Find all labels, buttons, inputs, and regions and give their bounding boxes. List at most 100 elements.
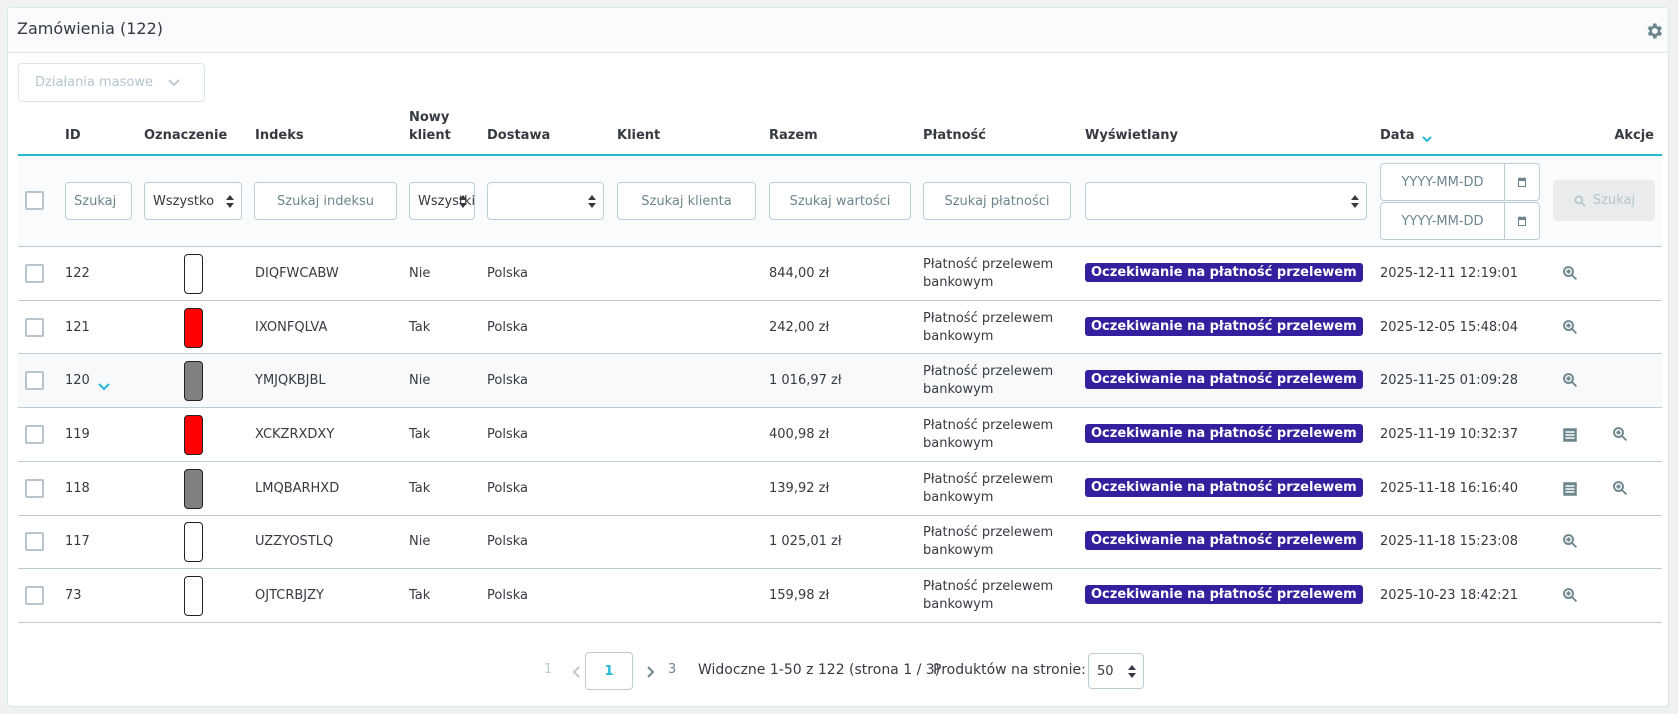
column-header: Dostawa (487, 128, 551, 143)
payment: Płatność przelewem bankowym (923, 256, 1054, 290)
status-badge[interactable]: Oczekiwanie na płatność przelewem (1085, 531, 1363, 551)
new-client: Tak (409, 480, 431, 496)
total: 1 016,97 zł (769, 373, 842, 389)
status-badge[interactable]: Oczekiwanie na płatność przelewem (1085, 370, 1363, 390)
calendar-icon (1518, 216, 1526, 226)
invoice-icon[interactable] (1561, 426, 1579, 444)
marker-swatch (184, 468, 203, 509)
status-badge[interactable]: Oczekiwanie na płatność przelewem (1085, 316, 1363, 336)
new-client: Tak (409, 588, 431, 604)
filter-delivery[interactable] (487, 182, 604, 220)
page-last[interactable]: 3 (668, 662, 677, 677)
select-all-checkbox[interactable] (25, 191, 44, 210)
payment: Płatność przelewem bankowym (923, 364, 1054, 398)
chevron (168, 78, 180, 86)
page-current[interactable]: 1 (585, 652, 633, 690)
order-id: 122 (65, 265, 90, 281)
order-date: 2025-11-18 16:16:40 (1380, 480, 1519, 496)
payment: Płatność przelewem bankowym (923, 579, 1054, 613)
row-checkbox[interactable] (25, 532, 44, 552)
view-icon[interactable] (1611, 425, 1629, 443)
marker-swatch (184, 253, 203, 294)
payment: Płatność przelewem bankowym (923, 525, 1054, 559)
filter-id[interactable]: Szukaj (65, 182, 132, 220)
filter-reference[interactable]: Szukaj indeksu (254, 182, 397, 220)
page-first[interactable]: 1 (544, 662, 553, 677)
search-icon (1574, 194, 1586, 207)
payment: Płatność przelewem bankowym (923, 471, 1054, 505)
row-checkbox[interactable] (25, 424, 44, 444)
bulk-actions-label: Działania masowe (35, 75, 154, 90)
order-id: 117 (65, 534, 90, 550)
prev-svg (572, 666, 580, 678)
row-line (18, 621, 1662, 623)
filter-total[interactable]: Szukaj wartości (769, 182, 911, 220)
marker-swatch (184, 522, 203, 563)
sort-arrow-svg (1422, 136, 1432, 143)
new-client: Nie (409, 265, 431, 281)
filter-date_to[interactable]: YYYY-MM-DD (1380, 202, 1505, 240)
view-icon-svg (1563, 588, 1578, 603)
page-prev[interactable] (571, 664, 581, 678)
page-next[interactable] (646, 664, 656, 678)
total: 242,00 zł (769, 319, 830, 335)
row-line (18, 568, 1662, 570)
view-icon[interactable] (1561, 532, 1579, 550)
view-icon[interactable] (1561, 586, 1579, 604)
status-badge[interactable]: Oczekiwanie na płatność przelewem (1085, 585, 1363, 605)
next-svg (647, 666, 655, 678)
calendar-button[interactable] (1504, 202, 1540, 240)
order-id: 119 (65, 426, 90, 442)
row-checkbox[interactable] (25, 371, 44, 391)
row-line (18, 460, 1662, 462)
reference: XCKZRXDXY (255, 426, 335, 442)
column-header: Indeks (255, 128, 304, 143)
view-icon[interactable] (1561, 318, 1579, 336)
bulk-actions-button[interactable]: Działania masowe (18, 63, 205, 102)
filter-status[interactable] (1085, 182, 1367, 220)
status-badge[interactable]: Oczekiwanie na płatność przelewem (1085, 262, 1363, 282)
column-header: Akcje (1614, 128, 1654, 143)
order-date: 2025-10-23 18:42:21 (1380, 588, 1519, 604)
filter-customer[interactable]: Szukaj klienta (617, 182, 756, 220)
status-badge[interactable]: Oczekiwanie na płatność przelewem (1085, 423, 1363, 443)
filter-new_client[interactable]: Wszystkie (409, 182, 475, 220)
calendar-button[interactable] (1504, 163, 1540, 201)
order-id: 73 (65, 588, 82, 604)
reference: YMJQKBJBL (255, 373, 326, 389)
invoice-icon-svg (1563, 428, 1577, 442)
status-badge[interactable]: Oczekiwanie na płatność przelewem (1085, 477, 1363, 497)
reference: LMQBARHXD (255, 480, 340, 496)
expand-chevron[interactable] (97, 377, 111, 391)
invoice-icon-svg (1563, 481, 1577, 496)
view-icon[interactable] (1561, 264, 1579, 282)
per-page-select[interactable]: 50 (1088, 653, 1144, 689)
total: 844,00 zł (769, 265, 830, 281)
total: 159,98 zł (769, 588, 830, 604)
filter-payment[interactable]: Szukaj płatności (923, 182, 1071, 220)
marker-swatch (184, 576, 203, 617)
view-icon[interactable] (1561, 371, 1579, 389)
filter-date_from[interactable]: YYYY-MM-DD (1380, 163, 1505, 201)
row-checkbox[interactable] (25, 478, 44, 498)
delivery: Polska (487, 534, 528, 550)
settings-icon[interactable] (1644, 21, 1664, 41)
row-checkbox[interactable] (25, 263, 44, 283)
total: 139,92 zł (769, 480, 830, 496)
row-checkbox[interactable] (25, 317, 44, 337)
view-icon[interactable] (1611, 479, 1629, 497)
row-checkbox[interactable] (25, 586, 44, 606)
filter-marker[interactable]: Wszystko (144, 182, 242, 220)
row-line (18, 246, 1662, 247)
order-date: 2025-12-11 12:19:01 (1380, 265, 1519, 281)
panel-header: Zamówienia (122) (8, 8, 1668, 53)
payment: Płatność przelewem bankowym (923, 310, 1054, 344)
search-button-label: Szukaj (1592, 193, 1636, 208)
delivery: Polska (487, 588, 528, 604)
column-header: Klient (617, 128, 661, 143)
search-button[interactable]: Szukaj (1553, 180, 1655, 221)
header-border (18, 154, 1662, 156)
invoice-icon[interactable] (1561, 480, 1579, 498)
delivery: Polska (487, 480, 528, 496)
order-id: 118 (65, 480, 90, 496)
